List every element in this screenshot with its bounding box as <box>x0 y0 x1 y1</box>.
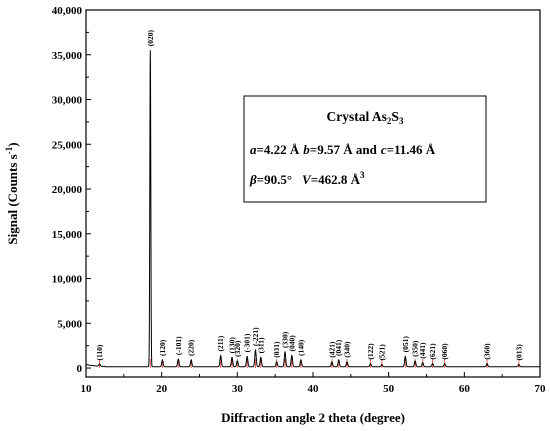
peak-label: (051) <box>401 336 410 353</box>
peak-label: (013) <box>514 344 523 361</box>
peak-label: (320) <box>233 340 242 357</box>
peak-label: (110) <box>95 344 104 360</box>
x-tick-label: 30 <box>232 383 244 395</box>
x-tick-label: 20 <box>156 383 168 395</box>
x-axis: 10 20 30 40 50 60 70 <box>81 372 547 395</box>
peak-label: (041) <box>334 339 343 356</box>
x-tick-label: 40 <box>308 383 320 395</box>
y-tick-label: 35,000 <box>52 50 83 62</box>
peak-label: (421) <box>327 341 336 358</box>
y-tick-label: 0 <box>77 363 83 375</box>
peak-label: (-221) <box>251 327 260 346</box>
y-tick-label: 40,000 <box>52 5 83 17</box>
x-tick-label: 10 <box>81 383 93 395</box>
peak-label: (330) <box>281 331 290 348</box>
y-tick-label: 20,000 <box>52 184 83 196</box>
peak-label: (130) <box>228 337 237 354</box>
peak-label: (120) <box>158 339 167 356</box>
peak-label: (020) <box>146 30 155 47</box>
y-tick-label: 25,000 <box>52 139 83 151</box>
x-tick-label: 60 <box>459 383 471 395</box>
peak-label: (441) <box>418 342 427 359</box>
y-axis: 0 5,000 10,000 15,000 20,000 25,000 30,000 35,0… <box>52 5 91 375</box>
pattern-line <box>85 50 540 368</box>
peak-label: (311) <box>256 337 265 353</box>
lattice-params-beta-v: β=90.5° V=462.8 Å3 <box>249 170 365 187</box>
peak-label: (060) <box>440 343 449 360</box>
peak-label: (621) <box>428 343 437 360</box>
peak-label: (350) <box>411 340 420 357</box>
diffraction-pattern <box>85 50 540 368</box>
info-box-frame <box>243 95 487 203</box>
y-tick-label: 30,000 <box>52 95 83 107</box>
info-box-title: Crystal As2S3 <box>327 109 404 126</box>
peak-label: (040) <box>287 335 296 352</box>
y-tick-label: 15,000 <box>52 229 83 241</box>
peak-label: (122) <box>366 343 375 360</box>
peak-label: (211) <box>216 335 225 351</box>
peak-label: (521) <box>377 344 386 361</box>
y-axis-title: Signal (Counts s-1) <box>4 142 20 244</box>
y-tick-label: 5,000 <box>57 318 82 330</box>
x-tick-label: 70 <box>535 383 547 395</box>
peak-label: (140) <box>296 339 305 356</box>
peak-label: (340) <box>343 341 352 358</box>
peak-label: (-301) <box>243 333 252 352</box>
y-tick-label: 10,000 <box>52 274 83 286</box>
x-axis-title: Diffraction angle 2 theta (degree) <box>221 410 405 425</box>
peak-label: (-101) <box>174 336 183 355</box>
peak-label: (220) <box>187 339 196 356</box>
peak-label: (360) <box>483 343 492 360</box>
peak-labels: (110) (020) (120) (-101) (220) (211) (130)(320… <box>95 30 523 361</box>
peak-label: (031) <box>272 341 281 358</box>
x-tick-label: 50 <box>383 383 395 395</box>
